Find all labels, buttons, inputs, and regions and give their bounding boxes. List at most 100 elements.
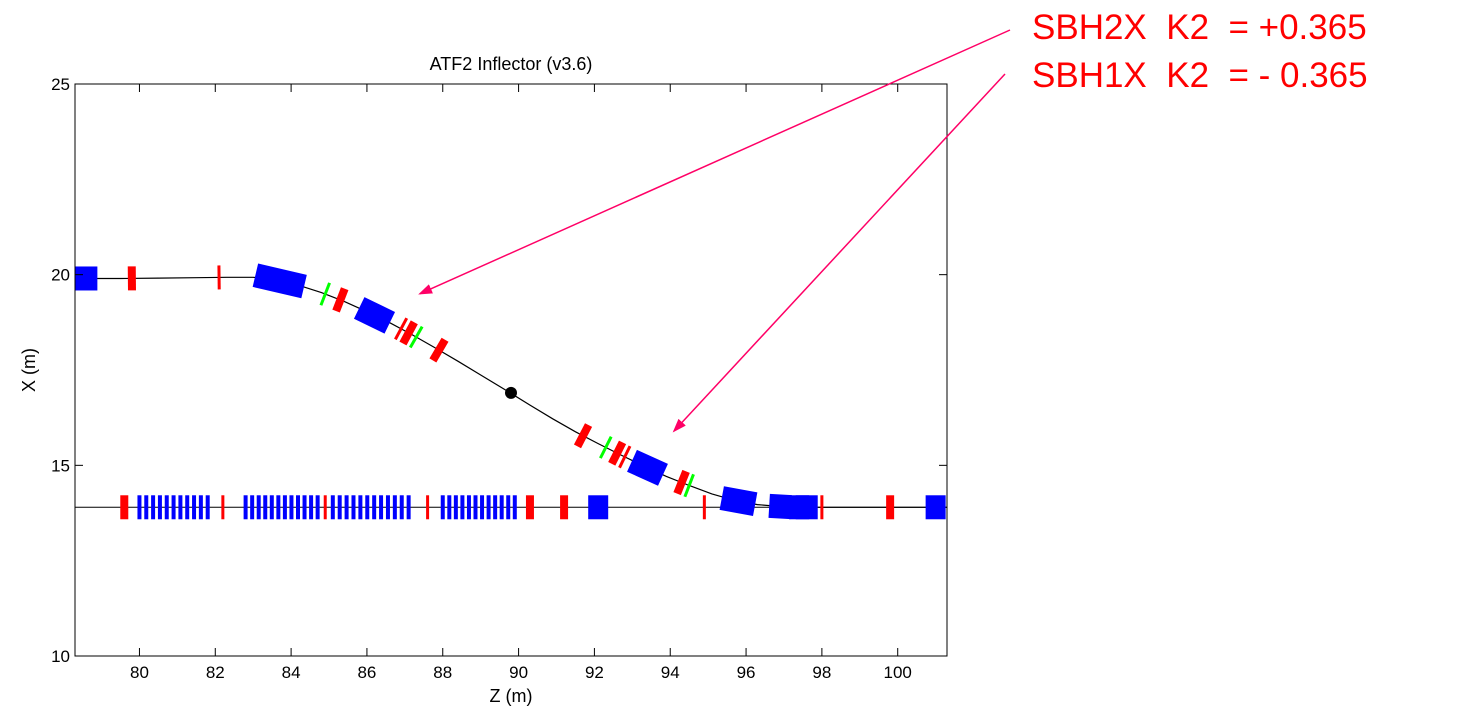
x-tick-label: 98: [812, 663, 831, 682]
line-thin-quadrupole: [323, 495, 327, 520]
line-thin-quadrupole: [702, 495, 706, 520]
line-bend-block: [588, 495, 609, 520]
x-tick-label: 92: [585, 663, 604, 682]
line-bend-magnet: [365, 495, 370, 520]
line-bend-magnet: [453, 495, 458, 520]
line-bend-magnet: [499, 495, 504, 520]
inflector-bend: [627, 449, 668, 486]
line-bend-magnet: [243, 495, 248, 520]
line-bend-magnet: [276, 495, 281, 520]
x-axis-label: Z (m): [490, 686, 533, 706]
inflector-thin-quadrupole: [394, 317, 409, 341]
line-bend-magnet: [486, 495, 491, 520]
line-bend-magnet: [192, 495, 197, 520]
line-bend-magnet: [399, 495, 404, 520]
inflector-sextupole: [683, 473, 695, 498]
inflector-bend: [768, 493, 792, 520]
annotation-arrows: [418, 29, 1011, 433]
line-bend-block: [925, 495, 946, 520]
line-bend-magnet: [506, 495, 511, 520]
inflector-sextupole: [599, 436, 613, 459]
line-bend-magnet: [358, 495, 363, 520]
inflector-bend: [795, 495, 818, 520]
line-thin-quadrupole: [426, 495, 430, 520]
line-bend-magnet: [250, 495, 255, 520]
line-bend-magnet: [282, 495, 287, 520]
inflector-quadrupole: [573, 423, 593, 449]
axes: 80 82 84 86 88 90 92 94 96 98 100 10 15 20 25: [51, 75, 948, 682]
x-tick-label: 84: [282, 663, 301, 682]
line-bend-magnet: [315, 495, 320, 520]
line-bend-magnet: [447, 495, 452, 520]
x-tick-label: 100: [884, 663, 912, 682]
line-bend-magnet: [185, 495, 190, 520]
x-tick-label: 94: [661, 663, 680, 682]
line-bend-magnet: [164, 495, 169, 520]
midpoint-marker: [505, 386, 517, 399]
inflector-quadrupole: [332, 287, 349, 313]
line-quadrupole: [886, 495, 895, 520]
inflector-quadrupole: [429, 337, 449, 363]
line-bend-magnet: [269, 495, 274, 520]
x-tick-label: 88: [433, 663, 452, 682]
y-tick-label: 10: [51, 647, 70, 666]
line-bend-magnet: [289, 495, 294, 520]
line-bend-magnet: [144, 495, 149, 520]
line-bend-magnet: [157, 495, 162, 520]
line-bend-magnet: [198, 495, 203, 520]
inflector-sextupole: [319, 282, 331, 306]
y-tick-label: 15: [51, 456, 70, 475]
line-bend-magnet: [379, 495, 384, 520]
line-quadrupole: [560, 495, 569, 520]
line-bend-magnet: [385, 495, 390, 520]
line-bend-magnet: [351, 495, 356, 520]
inflector-thin-quadrupole: [618, 445, 632, 469]
line-bend-magnet: [205, 495, 210, 520]
line-bend-magnet: [406, 495, 411, 520]
line-bend-magnet: [493, 495, 498, 520]
x-tick-label: 82: [206, 663, 225, 682]
plot-area: [75, 84, 947, 656]
sbh2x-annotation: SBH2X K2 = +0.365: [1032, 8, 1367, 47]
line-thin-quadrupole: [221, 495, 225, 520]
line-bend-magnet: [302, 495, 307, 520]
axes-frame: [74, 83, 948, 657]
line-bend-magnet: [171, 495, 176, 520]
y-axis-label: X (m): [19, 348, 39, 392]
line-bend-magnet: [440, 495, 445, 520]
inflector-quadrupole: [399, 320, 418, 346]
inflector-quadrupole: [673, 469, 690, 496]
inflector-thin-quadrupole: [217, 265, 221, 290]
inflector-bend: [252, 263, 307, 299]
annotation-arrow: [418, 29, 1011, 295]
y-tick-label: 20: [51, 266, 70, 285]
x-tick-label: 86: [357, 663, 376, 682]
line-bend-magnet: [480, 495, 485, 520]
inflector-bend: [719, 486, 758, 516]
line-bend-magnet: [256, 495, 261, 520]
line-bend-magnet: [392, 495, 397, 520]
beamline-elements: [75, 263, 946, 520]
inflector-bend: [75, 266, 98, 291]
line-bend-magnet: [309, 495, 314, 520]
line-bend-magnet: [263, 495, 268, 520]
line-thin-quadrupole: [820, 495, 824, 520]
line-bend-magnet: [512, 495, 517, 520]
x-tick-label: 90: [509, 663, 528, 682]
line-bend-magnet: [137, 495, 142, 520]
line-bend-magnet: [460, 495, 465, 520]
plot-background: [75, 84, 947, 656]
line-bend-magnet: [372, 495, 377, 520]
line-bend-magnet: [295, 495, 300, 520]
line-bend-magnet: [466, 495, 471, 520]
line-bend-magnet: [473, 495, 478, 520]
sbh1x-annotation: SBH1X K2 = - 0.365: [1032, 56, 1368, 95]
y-tick-label: 25: [51, 75, 70, 94]
annotation-arrow: [672, 73, 1006, 433]
chart-title: ATF2 Inflector (v3.6): [430, 54, 593, 74]
x-tick-label: 96: [737, 663, 756, 682]
inflector-quadrupole: [127, 266, 136, 291]
line-quadrupole: [120, 495, 129, 520]
x-tick-label: 80: [130, 663, 149, 682]
